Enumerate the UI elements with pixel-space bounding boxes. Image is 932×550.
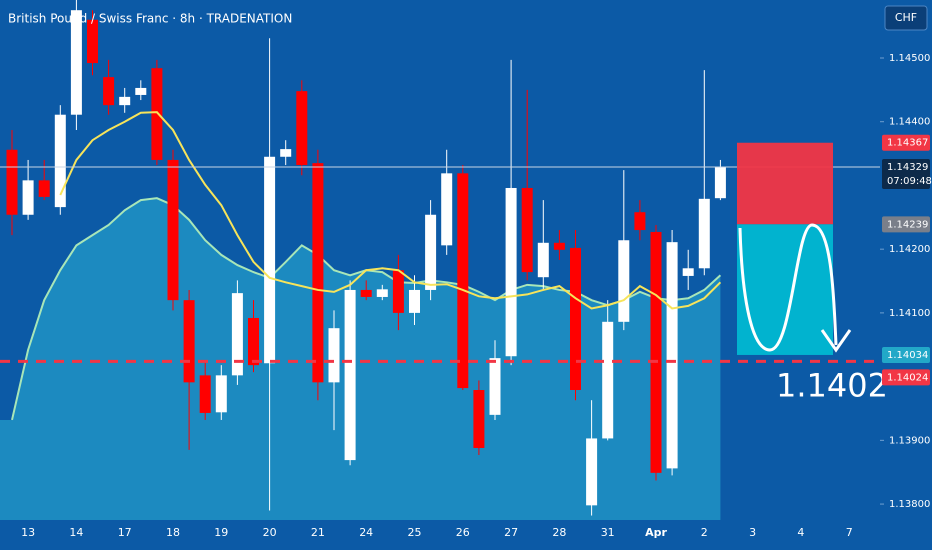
area-fill — [0, 198, 721, 520]
price-label: 1.14239 — [887, 219, 928, 230]
y-tick-label: 1.13900 — [889, 435, 930, 446]
x-tick-label: 2 — [701, 526, 708, 539]
price-label: 1.14024 — [887, 372, 928, 383]
candle-body — [682, 268, 694, 276]
stop-zone — [737, 142, 833, 225]
candle-body — [264, 156, 276, 364]
candle-body — [409, 289, 420, 313]
forecast-arrowhead — [820, 329, 852, 353]
candle-body — [586, 438, 598, 506]
candle-body — [151, 68, 163, 160]
chart-title: British Pound / Swiss Franc · 8h · TRADE… — [8, 12, 292, 26]
candle-body — [344, 289, 356, 461]
candle-body — [22, 180, 34, 215]
price-label-box — [882, 134, 930, 151]
x-tick-label: 26 — [456, 526, 470, 539]
candle-body — [570, 247, 581, 390]
candle-body — [248, 317, 259, 366]
candle-body — [714, 166, 726, 199]
x-tick-label: 19 — [214, 526, 228, 539]
y-tick-label: 1.14200 — [889, 244, 930, 255]
candle-body — [312, 163, 324, 383]
candle-body — [602, 321, 614, 439]
candle-body — [392, 270, 404, 313]
price-label-box — [882, 369, 930, 386]
candle-body — [505, 187, 517, 357]
candle-body — [489, 358, 501, 415]
x-tick-label: 14 — [69, 526, 83, 539]
candle-body — [38, 180, 50, 197]
candle-body — [634, 212, 646, 231]
price-label-box — [882, 346, 930, 363]
x-tick-label: 28 — [552, 526, 566, 539]
candle-body — [698, 198, 710, 269]
price-label-box — [882, 158, 930, 189]
candle-body — [231, 293, 243, 376]
moving-average — [59, 111, 722, 310]
x-tick-label: 3 — [749, 526, 756, 539]
x-tick-label: 18 — [166, 526, 180, 539]
candle-body — [328, 328, 340, 383]
candle-body — [360, 289, 372, 297]
x-tick-label: 20 — [263, 526, 277, 539]
candle-body — [199, 375, 211, 413]
candle-body — [54, 114, 66, 208]
candle-body — [666, 242, 678, 469]
price-label: 1.14367 — [887, 138, 928, 149]
price-label-box — [882, 216, 930, 233]
candle-body — [618, 240, 630, 322]
candle-body — [473, 390, 485, 448]
candle-body — [6, 149, 18, 215]
x-tick-label: 7 — [846, 526, 853, 539]
x-tick-label: 17 — [118, 526, 132, 539]
x-tick-label: 27 — [504, 526, 518, 539]
candle-body — [650, 231, 662, 473]
candle-body — [119, 96, 131, 106]
price-label: 1.14034 — [887, 350, 928, 361]
x-tick-label: 21 — [311, 526, 325, 539]
plot-area — [0, 0, 880, 520]
candle-body — [135, 87, 147, 95]
currency-label[interactable]: CHF — [895, 11, 917, 24]
target-zone — [737, 224, 833, 355]
x-tick-label: 24 — [359, 526, 373, 539]
x-tick-label: Apr — [645, 526, 667, 539]
candle-body — [215, 375, 227, 413]
candle-body — [441, 173, 453, 246]
price-label: 1.14329 — [887, 162, 928, 173]
candle-body — [280, 149, 292, 157]
currency-button[interactable] — [884, 5, 928, 31]
x-tick-label: 13 — [21, 526, 35, 539]
candle-body — [521, 187, 533, 273]
candle-body — [103, 77, 115, 106]
candle-body — [183, 300, 195, 383]
overlay: 1.1402 1.14367 1.14329 07:09:48 1.14239 1.140… — [776, 134, 932, 404]
candle-body — [457, 173, 469, 389]
candle-body — [376, 289, 388, 297]
x-tick-label: 4 — [797, 526, 804, 539]
candle-body — [537, 242, 549, 278]
annotation: 1.1402 — [776, 366, 888, 404]
price-clock: 07:09:48 — [887, 176, 932, 187]
candle-body — [296, 91, 308, 166]
y-tick-label: 1.14500 — [889, 53, 930, 64]
candle-body — [553, 242, 565, 250]
candle-body — [167, 159, 179, 301]
candle-body — [70, 10, 82, 115]
forecast-arrow — [738, 223, 838, 352]
y-tick-label: 1.13800 — [889, 499, 930, 510]
y-tick-label: 1.14100 — [889, 308, 930, 319]
x-tick-label: 31 — [601, 526, 615, 539]
x-tick-label: 25 — [408, 526, 422, 539]
candle-body — [425, 214, 437, 290]
y-tick-label: 1.14400 — [889, 117, 930, 128]
candle-body — [87, 19, 98, 64]
